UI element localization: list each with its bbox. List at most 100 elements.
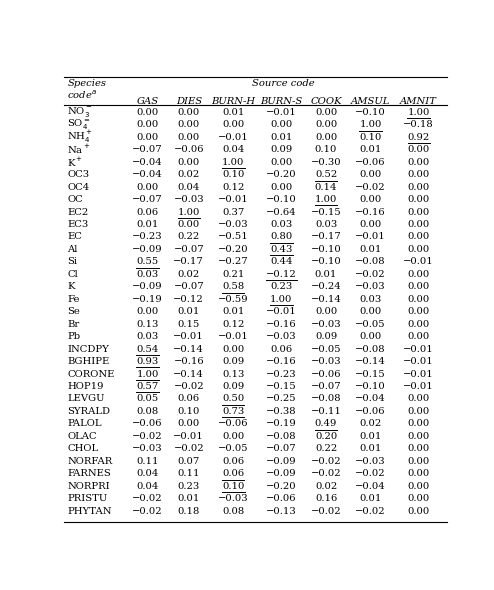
- Text: 0.00: 0.00: [408, 407, 430, 416]
- Text: 0.80: 0.80: [270, 232, 292, 241]
- Text: 0.92: 0.92: [408, 133, 430, 142]
- Text: 0.00: 0.00: [408, 183, 430, 192]
- Text: CORONE: CORONE: [68, 369, 115, 379]
- Text: 0.23: 0.23: [178, 481, 200, 491]
- Text: Species: Species: [68, 78, 107, 87]
- Text: −0.01: −0.01: [173, 332, 204, 341]
- Text: 0.00: 0.00: [222, 345, 245, 353]
- Text: −0.04: −0.04: [132, 170, 163, 179]
- Text: 0.09: 0.09: [222, 357, 245, 366]
- Text: −0.25: −0.25: [266, 395, 297, 404]
- Text: −0.06: −0.06: [311, 369, 341, 379]
- Text: 0.00: 0.00: [178, 133, 200, 142]
- Text: −0.08: −0.08: [311, 395, 341, 404]
- Text: −0.18: −0.18: [403, 120, 434, 129]
- Text: 0.00: 0.00: [360, 332, 382, 341]
- Text: 0.04: 0.04: [177, 183, 200, 192]
- Text: −0.02: −0.02: [311, 469, 341, 478]
- Text: PHYTAN: PHYTAN: [68, 507, 112, 516]
- Text: −0.06: −0.06: [132, 419, 163, 428]
- Text: 0.00: 0.00: [315, 120, 337, 129]
- Text: 0.00: 0.00: [408, 145, 430, 154]
- Text: 0.11: 0.11: [136, 457, 159, 466]
- Text: −0.08: −0.08: [355, 345, 386, 353]
- Text: 0.57: 0.57: [136, 382, 159, 391]
- Text: PRISTU: PRISTU: [68, 494, 108, 503]
- Text: −0.17: −0.17: [173, 257, 204, 267]
- Text: −0.20: −0.20: [218, 245, 248, 254]
- Text: 0.00: 0.00: [178, 158, 200, 167]
- Text: 0.00: 0.00: [136, 108, 159, 117]
- Text: −0.16: −0.16: [266, 357, 297, 366]
- Text: 0.10: 0.10: [360, 133, 382, 142]
- Text: 0.05: 0.05: [136, 395, 159, 404]
- Text: −0.08: −0.08: [266, 432, 297, 441]
- Text: −0.14: −0.14: [173, 345, 204, 353]
- Text: 0.18: 0.18: [177, 507, 200, 516]
- Text: −0.38: −0.38: [266, 407, 297, 416]
- Text: 0.00: 0.00: [270, 158, 292, 167]
- Text: 0.22: 0.22: [178, 232, 200, 241]
- Text: 0.03: 0.03: [315, 220, 337, 229]
- Text: 0.01: 0.01: [270, 133, 292, 142]
- Text: 0.50: 0.50: [222, 395, 245, 404]
- Text: Fe: Fe: [68, 295, 80, 304]
- Text: 0.00: 0.00: [178, 120, 200, 129]
- Text: −0.06: −0.06: [173, 145, 204, 154]
- Text: −0.07: −0.07: [132, 145, 163, 154]
- Text: 0.52: 0.52: [315, 170, 337, 179]
- Text: 0.00: 0.00: [408, 419, 430, 428]
- Text: 1.00: 1.00: [360, 120, 382, 129]
- Text: 0.02: 0.02: [178, 170, 200, 179]
- Text: code$^a$: code$^a$: [68, 88, 97, 101]
- Text: 0.00: 0.00: [408, 432, 430, 441]
- Text: 1.00: 1.00: [222, 158, 245, 167]
- Text: −0.04: −0.04: [355, 395, 386, 404]
- Text: BGHIPE: BGHIPE: [68, 357, 110, 366]
- Text: −0.02: −0.02: [132, 507, 163, 516]
- Text: −0.07: −0.07: [173, 283, 204, 291]
- Text: −0.03: −0.03: [173, 195, 204, 204]
- Text: −0.03: −0.03: [311, 357, 341, 366]
- Text: 0.04: 0.04: [136, 469, 159, 478]
- Text: 0.06: 0.06: [222, 457, 245, 466]
- Text: 0.55: 0.55: [136, 257, 159, 267]
- Text: 0.00: 0.00: [408, 469, 430, 478]
- Text: 0.01: 0.01: [360, 145, 382, 154]
- Text: 0.00: 0.00: [408, 307, 430, 316]
- Text: OC: OC: [68, 195, 83, 204]
- Text: 0.00: 0.00: [360, 195, 382, 204]
- Text: −0.15: −0.15: [266, 382, 297, 391]
- Text: −0.02: −0.02: [355, 183, 386, 192]
- Text: −0.10: −0.10: [311, 245, 341, 254]
- Text: −0.03: −0.03: [266, 332, 297, 341]
- Text: −0.01: −0.01: [218, 195, 249, 204]
- Text: PALOL: PALOL: [68, 419, 102, 428]
- Text: 0.00: 0.00: [408, 195, 430, 204]
- Text: HOP19: HOP19: [68, 382, 104, 391]
- Text: 0.00: 0.00: [136, 307, 159, 316]
- Text: −0.13: −0.13: [266, 507, 297, 516]
- Text: 0.21: 0.21: [222, 270, 245, 279]
- Text: −0.02: −0.02: [355, 469, 386, 478]
- Text: 0.00: 0.00: [222, 120, 245, 129]
- Text: 0.06: 0.06: [222, 469, 245, 478]
- Text: 0.08: 0.08: [136, 407, 159, 416]
- Text: BURN-H: BURN-H: [211, 97, 255, 106]
- Text: 1.00: 1.00: [315, 195, 337, 204]
- Text: 0.04: 0.04: [222, 145, 245, 154]
- Text: 0.22: 0.22: [315, 444, 337, 453]
- Text: −0.09: −0.09: [132, 245, 163, 254]
- Text: 0.00: 0.00: [360, 307, 382, 316]
- Text: GAS: GAS: [136, 97, 159, 106]
- Text: 0.07: 0.07: [178, 457, 200, 466]
- Text: K: K: [68, 283, 75, 291]
- Text: EC: EC: [68, 232, 82, 241]
- Text: 0.09: 0.09: [315, 332, 337, 341]
- Text: 0.04: 0.04: [136, 481, 159, 491]
- Text: 0.01: 0.01: [177, 307, 200, 316]
- Text: 0.01: 0.01: [177, 494, 200, 503]
- Text: 0.49: 0.49: [315, 419, 337, 428]
- Text: 0.00: 0.00: [408, 232, 430, 241]
- Text: 0.09: 0.09: [270, 145, 292, 154]
